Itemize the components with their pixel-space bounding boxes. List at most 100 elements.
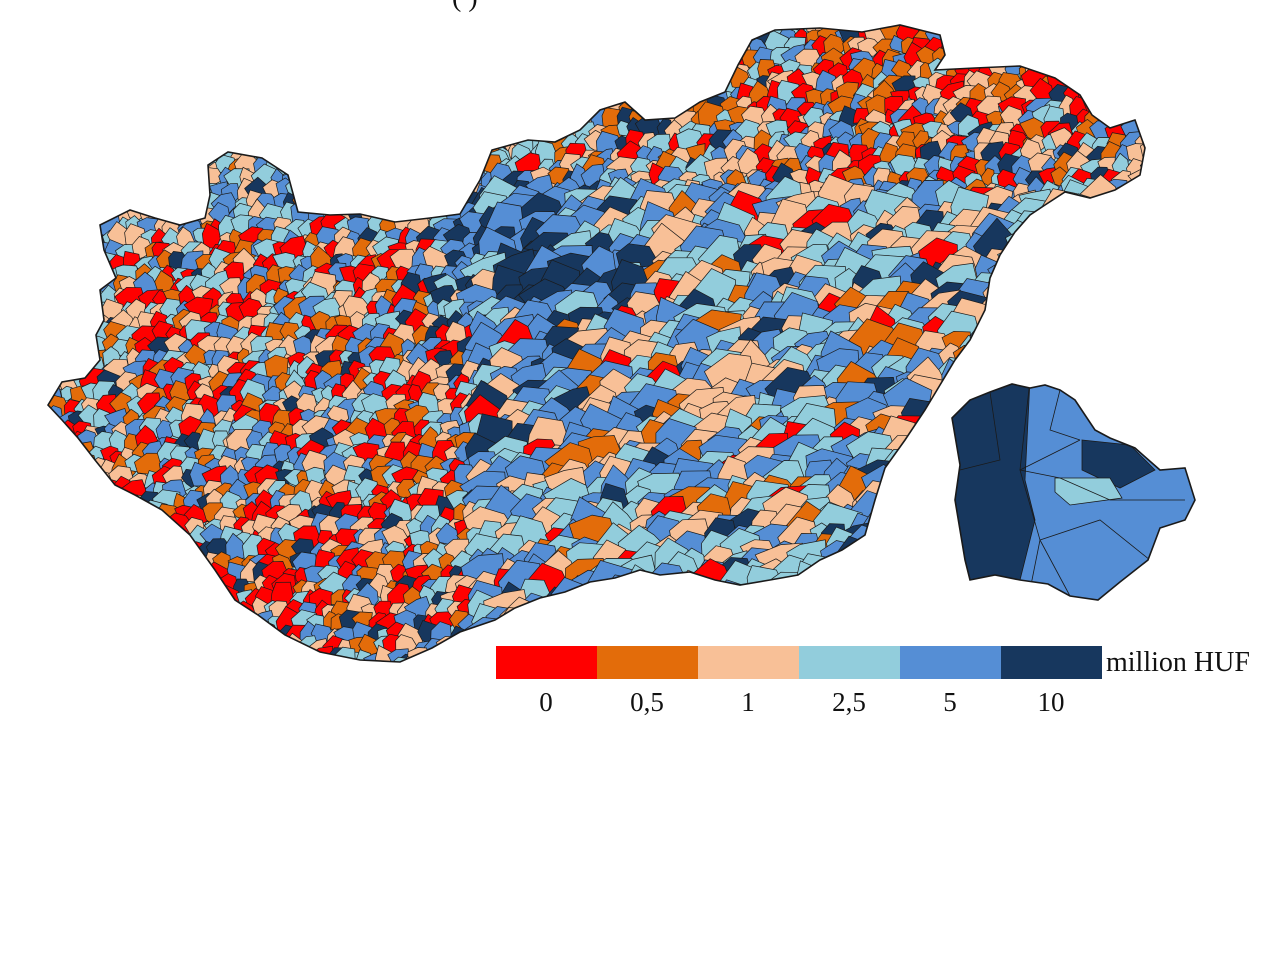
municipality-cell [197, 660, 215, 662]
municipality-cell [378, 665, 399, 683]
municipality-cell [121, 591, 144, 611]
municipality-cell [81, 555, 110, 580]
municipality-cell [129, 540, 148, 556]
municipality-cell [1111, 369, 1141, 399]
municipality-cell [387, 190, 413, 215]
municipality-cell [542, 599, 601, 652]
municipality-cell [184, 656, 207, 662]
municipality-cell [82, 625, 109, 652]
municipality-cell [187, 563, 208, 588]
municipality-cell [873, 532, 910, 568]
municipality-cell [476, 108, 498, 130]
budapest-district-cells [952, 384, 1195, 600]
municipality-cell [896, 503, 936, 545]
municipality-cell [206, 658, 230, 662]
municipality-cell [759, 583, 795, 622]
municipality-cell [416, 155, 437, 173]
municipality-cell [460, 634, 487, 661]
municipality-cell [656, 47, 681, 70]
municipality-cell [243, 134, 265, 152]
municipality-cell [73, 195, 93, 213]
municipality-cell [460, 661, 480, 662]
municipality-cell [917, 594, 951, 627]
municipality-cell [153, 37, 172, 59]
municipality-cell [86, 86, 109, 108]
municipality-cell [903, 596, 935, 629]
municipality-cell [201, 578, 225, 601]
municipality-cell [138, 148, 160, 170]
municipality-cell [559, 81, 584, 105]
municipality-cell [344, 25, 372, 50]
municipality-cell [198, 64, 218, 85]
municipality-cell [794, 560, 834, 615]
municipality-cell [56, 518, 79, 541]
municipality-cell [561, 50, 586, 75]
municipality-cell [732, 605, 759, 640]
municipality-cell [656, 85, 673, 103]
municipality-cell [528, 93, 548, 117]
municipality-cell [57, 121, 87, 149]
municipality-cell [910, 482, 958, 520]
municipality-cell [112, 162, 142, 192]
municipality-cell [1060, 298, 1099, 343]
municipality-cell [149, 526, 174, 555]
municipality-cell [1114, 91, 1144, 119]
municipality-cell [48, 228, 66, 249]
municipality-cell [361, 63, 384, 85]
municipality-cell [84, 664, 102, 683]
municipality-cell [405, 70, 429, 95]
municipality-cell [227, 25, 254, 35]
municipality-cell [201, 74, 222, 91]
municipality-cell [619, 26, 640, 46]
municipality-cell [108, 612, 131, 634]
municipality-cell [1045, 38, 1069, 58]
municipality-cell [113, 50, 131, 69]
municipality-cell [588, 603, 618, 642]
municipality-cell [1013, 25, 1034, 31]
municipality-cell [232, 623, 255, 646]
municipality-cell [182, 120, 206, 144]
municipality-cell [525, 70, 550, 97]
municipality-cell [606, 606, 639, 641]
municipality-cell [323, 38, 344, 59]
municipality-cell [1135, 327, 1145, 362]
municipality-cell [48, 346, 56, 368]
municipality-cell [153, 553, 175, 577]
municipality-cell [298, 155, 324, 176]
municipality-cell [491, 44, 517, 70]
municipality-cell [734, 25, 756, 34]
municipality-cell [48, 433, 64, 452]
municipality-cell [219, 647, 240, 662]
municipality-cell [94, 593, 116, 612]
municipality-cell [48, 490, 70, 515]
municipality-cell [48, 544, 69, 563]
municipality-cell [48, 311, 57, 341]
municipality-cell [61, 42, 86, 67]
municipality-cell [59, 635, 86, 657]
municipality-cell [1036, 228, 1083, 276]
municipality-cell [569, 58, 591, 81]
municipality-cell [92, 36, 112, 58]
legend-tick-labels: 0 0,5 1 2,5 5 10 [496, 679, 1102, 719]
municipality-cell [342, 25, 360, 40]
municipality-cell [278, 80, 306, 108]
municipality-cell [74, 574, 103, 601]
municipality-cell [1100, 326, 1145, 373]
municipality-cell [67, 327, 84, 349]
municipality-cell [466, 62, 488, 81]
municipality-cell [262, 636, 295, 661]
municipality-cell [434, 73, 456, 97]
municipality-cell [174, 180, 194, 201]
municipality-cell [693, 58, 717, 84]
municipality-cell [666, 25, 695, 34]
municipality-cell [1114, 408, 1145, 447]
municipality-cell [981, 340, 1030, 386]
municipality-cell [949, 25, 967, 31]
municipality-cell [189, 25, 211, 37]
municipality-cell [340, 38, 356, 56]
municipality-cell [253, 646, 271, 662]
municipality-cell [382, 114, 412, 145]
municipality-cell [926, 481, 959, 504]
municipality-cell [349, 149, 369, 166]
municipality-cell [701, 69, 726, 93]
